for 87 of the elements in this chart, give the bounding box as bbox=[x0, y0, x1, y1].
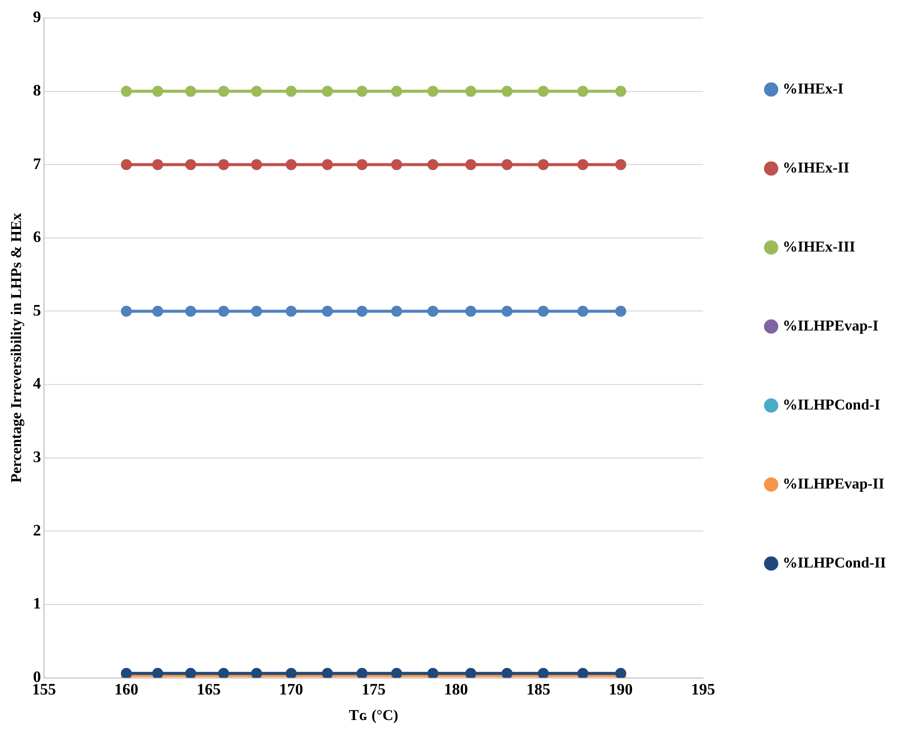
point bbox=[218, 668, 230, 678]
point bbox=[577, 159, 588, 170]
x-tick-label: 170 bbox=[279, 682, 304, 699]
point bbox=[218, 159, 230, 170]
legend-label: %IHEx-III bbox=[782, 239, 856, 256]
point bbox=[615, 668, 626, 678]
point bbox=[120, 306, 132, 317]
point bbox=[502, 159, 513, 170]
x-tick-label: 155 bbox=[32, 682, 56, 699]
point bbox=[185, 668, 196, 678]
point bbox=[185, 159, 196, 170]
point bbox=[577, 668, 588, 678]
point bbox=[391, 159, 402, 170]
legend-label: %ILHPEvap-I bbox=[782, 318, 879, 334]
point bbox=[120, 159, 132, 170]
point bbox=[465, 306, 476, 317]
y-tick-label: 8 bbox=[33, 82, 41, 100]
y-axis-title: Percentage Irreversibility in LHPs & HEx bbox=[8, 212, 25, 483]
x-tick-label: 185 bbox=[526, 682, 550, 699]
point bbox=[538, 86, 549, 97]
x-tick-label: 165 bbox=[196, 682, 221, 699]
point bbox=[502, 306, 513, 317]
point bbox=[538, 159, 549, 170]
y-tick-label: 3 bbox=[33, 449, 41, 466]
point bbox=[286, 668, 297, 678]
x-tick-label: 160 bbox=[114, 682, 138, 699]
point bbox=[538, 668, 549, 678]
point bbox=[152, 86, 164, 97]
x-tick-label: 195 bbox=[691, 682, 716, 699]
y-tick-label: 9 bbox=[33, 9, 41, 26]
point bbox=[615, 86, 626, 97]
point bbox=[538, 306, 549, 317]
point bbox=[185, 306, 196, 317]
point bbox=[391, 668, 402, 678]
point bbox=[322, 159, 333, 170]
point bbox=[465, 159, 476, 170]
point bbox=[391, 86, 402, 97]
legend-label: %IHEx-I bbox=[782, 81, 844, 98]
point bbox=[427, 159, 438, 170]
point bbox=[356, 668, 368, 678]
point bbox=[615, 306, 626, 317]
point bbox=[120, 86, 132, 97]
point bbox=[465, 668, 476, 678]
point bbox=[286, 86, 297, 97]
point bbox=[356, 306, 368, 317]
point bbox=[322, 86, 333, 97]
point bbox=[322, 306, 333, 317]
point bbox=[286, 306, 297, 317]
point bbox=[427, 668, 438, 678]
point bbox=[577, 306, 588, 317]
point bbox=[502, 86, 513, 97]
point bbox=[251, 86, 262, 97]
point bbox=[322, 668, 333, 678]
y-tick-label: 6 bbox=[33, 229, 41, 246]
y-tick-label: 5 bbox=[33, 302, 41, 320]
point bbox=[427, 306, 438, 317]
point bbox=[120, 668, 132, 678]
y-tick-label: 2 bbox=[33, 522, 41, 540]
point bbox=[615, 159, 626, 170]
legend-label: %IHEx-II bbox=[782, 160, 850, 176]
x-axis-title: Tɢ (°C) bbox=[348, 708, 398, 724]
point bbox=[391, 306, 402, 317]
legend-label: %ILHPEvap-II bbox=[782, 476, 884, 492]
point bbox=[286, 159, 297, 170]
point bbox=[251, 306, 262, 317]
point bbox=[465, 86, 476, 97]
x-tick-label: 180 bbox=[444, 682, 468, 699]
point bbox=[356, 159, 368, 170]
point bbox=[185, 86, 196, 97]
point bbox=[218, 86, 230, 97]
point bbox=[152, 306, 164, 317]
point bbox=[152, 159, 164, 170]
point bbox=[251, 159, 262, 170]
y-tick-label: 4 bbox=[33, 376, 41, 393]
point bbox=[427, 86, 438, 97]
x-tick-label: 175 bbox=[362, 682, 386, 699]
legend-label: %ILHPCond-II bbox=[782, 555, 886, 572]
point bbox=[356, 86, 368, 97]
point bbox=[251, 668, 262, 678]
y-tick-label: 7 bbox=[33, 156, 41, 173]
x-tick-label: 190 bbox=[608, 682, 633, 699]
point bbox=[218, 306, 230, 317]
point bbox=[152, 668, 164, 678]
point bbox=[502, 668, 513, 678]
y-tick-label: 1 bbox=[33, 596, 41, 613]
legend-label: %ILHPCond-I bbox=[782, 397, 880, 414]
point bbox=[577, 86, 588, 97]
